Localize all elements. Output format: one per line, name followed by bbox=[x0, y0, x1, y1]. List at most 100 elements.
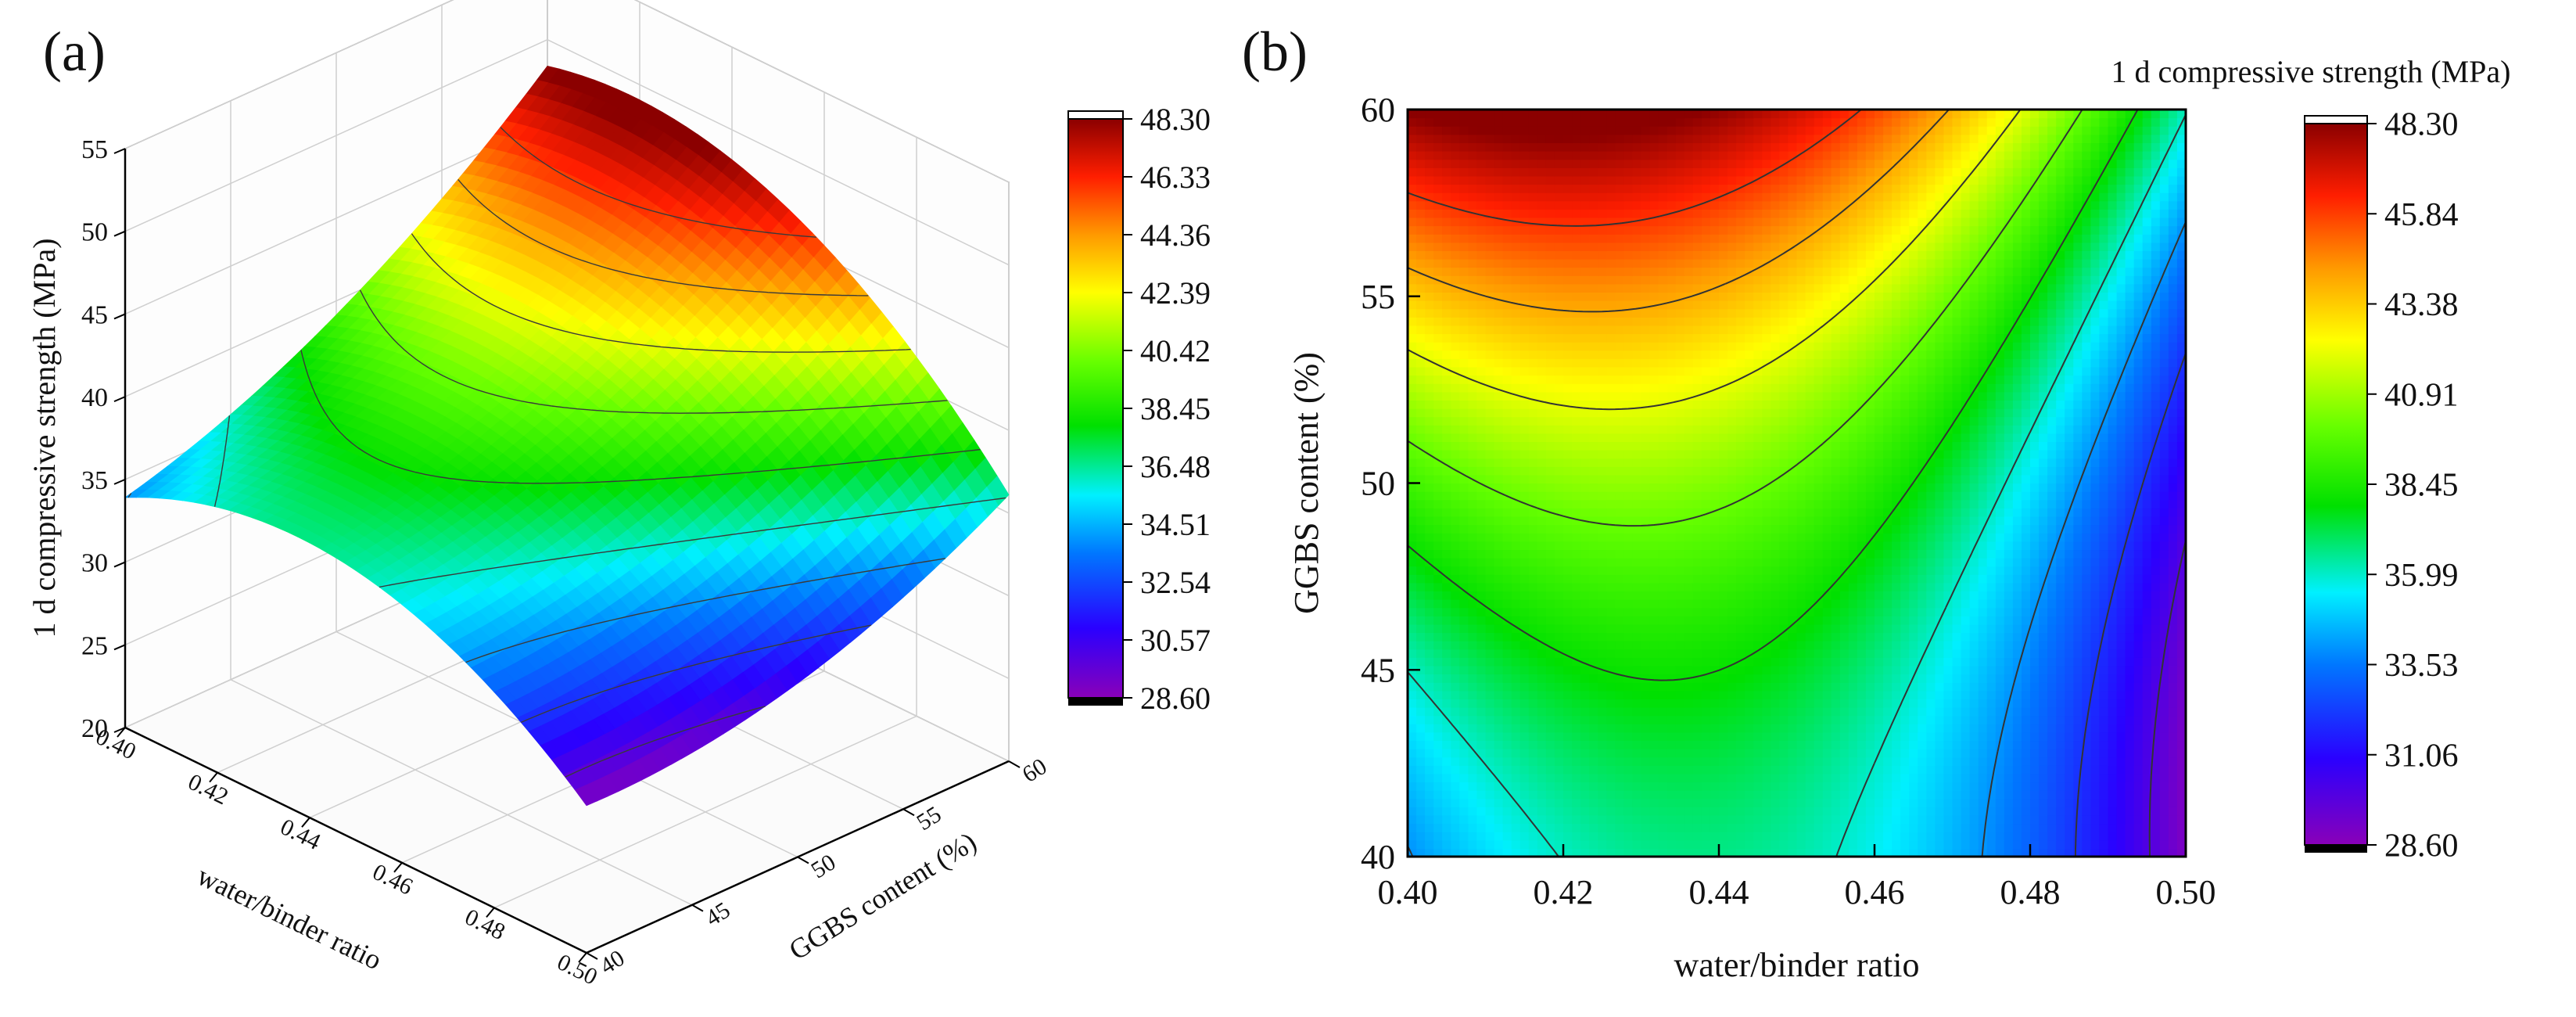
contour-cell bbox=[1926, 749, 1936, 758]
contour-cell bbox=[1589, 823, 1598, 832]
contour-cell bbox=[1926, 765, 1936, 774]
contour-cell bbox=[1459, 574, 1469, 584]
contour-cell bbox=[1451, 690, 1460, 700]
contour-cell bbox=[2004, 773, 2014, 783]
contour-cell bbox=[1745, 591, 1754, 600]
contour-cell bbox=[1641, 607, 1651, 616]
y-tick-label: 55 bbox=[913, 801, 946, 836]
contour-cell bbox=[1805, 582, 1815, 592]
contour-cell bbox=[1736, 707, 1745, 717]
contour-cell bbox=[1494, 715, 1504, 724]
contour-cell bbox=[1632, 616, 1642, 625]
contour-cell bbox=[1736, 623, 1745, 634]
contour-cell bbox=[1978, 690, 1988, 700]
contour-cell bbox=[1952, 765, 1962, 774]
contour-cell bbox=[1753, 724, 1763, 733]
contour-cell bbox=[1623, 582, 1634, 592]
contour-cell bbox=[1831, 599, 1841, 609]
contour-cell bbox=[1865, 599, 1875, 609]
contour-cell bbox=[2065, 807, 2074, 816]
contour-cell bbox=[2133, 623, 2144, 634]
contour-cell bbox=[1589, 724, 1598, 733]
contour-cell bbox=[1641, 549, 1651, 559]
contour-cell bbox=[1986, 574, 1997, 584]
contour-cell bbox=[1494, 798, 1504, 807]
contour-cell bbox=[1839, 616, 1849, 625]
contour-cell bbox=[2151, 823, 2161, 832]
contour-cell bbox=[2073, 749, 2083, 758]
contour-cell bbox=[1710, 731, 1720, 742]
contour-cell bbox=[2056, 674, 2065, 683]
contour-cell bbox=[1736, 674, 1745, 683]
contour-cell bbox=[1416, 715, 1426, 724]
contour-cell bbox=[1433, 591, 1443, 600]
contour-cell bbox=[1909, 616, 1918, 625]
contour-cell bbox=[1935, 756, 1945, 766]
contour-cell bbox=[1658, 707, 1668, 717]
contour-cell bbox=[2082, 798, 2091, 807]
contour-cell bbox=[1952, 731, 1962, 742]
contour-cell bbox=[1545, 749, 1555, 758]
contour-cell bbox=[1892, 832, 1901, 841]
contour-cell bbox=[2039, 599, 2048, 609]
contour-cell bbox=[1814, 814, 1824, 825]
contour-cell bbox=[1952, 839, 1962, 850]
contour-cell bbox=[1839, 773, 1849, 783]
contour-cell bbox=[1658, 674, 1668, 683]
contour-cell bbox=[1589, 765, 1598, 774]
contour-cell bbox=[2142, 649, 2152, 658]
contour-cell bbox=[1649, 790, 1659, 800]
contour-cell bbox=[1442, 566, 1451, 575]
contour-cell bbox=[1892, 649, 1901, 658]
contour-cell bbox=[2039, 765, 2048, 774]
contour-cell bbox=[1563, 665, 1573, 675]
contour-cell bbox=[1684, 773, 1694, 783]
contour-cell bbox=[1771, 682, 1780, 692]
contour-cell bbox=[1969, 682, 1979, 692]
contour-cell bbox=[1909, 574, 1918, 584]
contour-cell bbox=[1442, 657, 1451, 667]
contour-cell bbox=[1969, 632, 1979, 641]
contour-cell bbox=[1753, 699, 1763, 708]
contour-cell bbox=[1623, 773, 1634, 783]
contour-cell bbox=[1788, 599, 1798, 609]
contour-cell bbox=[1502, 657, 1512, 667]
contour-cell bbox=[1839, 756, 1849, 766]
contour-cell bbox=[1900, 740, 1910, 749]
colorbar-tick-label: 28.60 bbox=[1140, 681, 1211, 716]
contour-cell bbox=[1892, 591, 1901, 600]
contour-cell bbox=[1857, 814, 1867, 825]
contour-cell bbox=[1442, 632, 1451, 641]
contour-cell bbox=[1554, 731, 1564, 742]
contour-cell bbox=[2065, 832, 2074, 841]
contour-cell bbox=[1545, 607, 1555, 616]
contour-cell bbox=[1978, 682, 1988, 692]
contour-cell bbox=[1986, 823, 1997, 832]
contour-cell bbox=[1502, 715, 1512, 724]
contour-cell bbox=[2056, 839, 2065, 850]
contour-cell bbox=[1632, 756, 1642, 766]
contour-cell bbox=[1545, 832, 1555, 841]
contour-cell bbox=[1519, 682, 1530, 692]
contour-cell bbox=[1476, 690, 1487, 700]
contour-cell bbox=[1545, 549, 1555, 559]
contour-cell bbox=[2159, 724, 2169, 733]
contour-cell bbox=[1736, 649, 1745, 658]
contour-cell bbox=[1745, 674, 1754, 683]
contour-cell bbox=[1848, 632, 1858, 641]
contour-cell bbox=[1623, 616, 1634, 625]
contour-cell bbox=[2133, 765, 2144, 774]
contour-cell bbox=[2004, 574, 2014, 584]
contour-cell bbox=[2021, 798, 2031, 807]
contour-cell bbox=[1986, 790, 1997, 800]
contour-cell bbox=[1684, 740, 1694, 749]
contour-cell bbox=[1675, 773, 1685, 783]
contour-cell bbox=[1961, 715, 1971, 724]
contour-cell bbox=[1442, 814, 1451, 825]
contour-cell bbox=[1814, 574, 1824, 584]
contour-cell bbox=[1918, 814, 1927, 825]
contour-cell bbox=[1719, 558, 1728, 567]
contour-cell bbox=[1822, 641, 1832, 650]
contour-cell bbox=[1408, 582, 1417, 592]
contour-cell bbox=[1839, 657, 1849, 667]
